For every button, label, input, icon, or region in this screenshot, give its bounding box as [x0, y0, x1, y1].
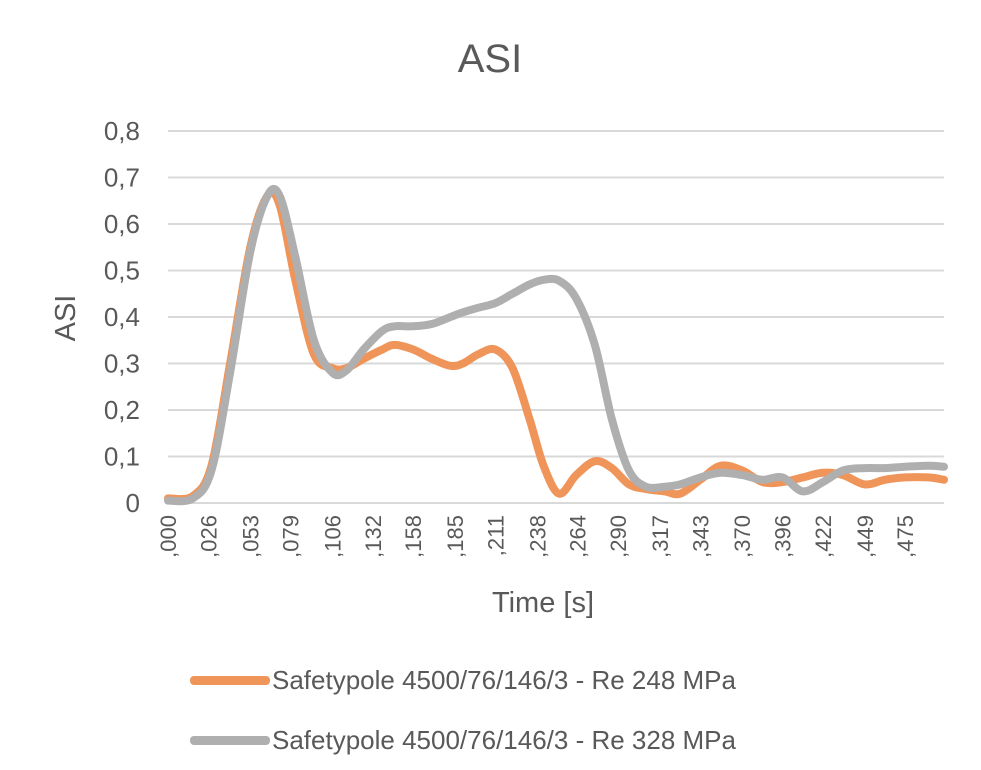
x-tick-label: ,132 — [361, 515, 386, 558]
x-tick-label: ,422 — [811, 515, 836, 558]
x-tick-label: ,158 — [401, 515, 426, 558]
x-tick-label: ,343 — [688, 515, 713, 558]
y-tick-label: 0,8 — [104, 116, 140, 146]
legend-swatch-re248 — [190, 675, 270, 685]
x-axis-label: Time [s] — [492, 587, 594, 619]
x-tick-labels: ,000 ,026 ,053 ,079 ,106 ,132 ,158 ,185 ,211 ,238… — [156, 515, 918, 558]
x-tick-label: ,396 — [771, 515, 796, 558]
series-lines — [164, 184, 948, 506]
y-tick-label: 0,6 — [104, 209, 140, 239]
x-tick-label: ,238 — [525, 515, 550, 558]
x-tick-label: ,370 — [730, 515, 755, 558]
legend-item-re248[interactable]: Safetypole 4500/76/146/3 - Re 248 MPa — [190, 650, 736, 710]
legend-label-re248: Safetypole 4500/76/146/3 - Re 248 MPa — [272, 664, 736, 695]
y-tick-label: 0 — [126, 488, 140, 518]
legend-item-re328[interactable]: Safetypole 4500/76/146/3 - Re 328 MPa — [190, 710, 736, 770]
y-tick-label: 0,2 — [104, 395, 140, 425]
y-tick-label: 0,3 — [104, 349, 140, 379]
x-tick-label: ,290 — [606, 515, 631, 558]
legend-swatch-re328 — [190, 735, 270, 745]
x-tick-label: ,185 — [443, 515, 468, 558]
series-line-re248 — [164, 188, 948, 504]
y-tick-label: 0,1 — [104, 442, 140, 472]
x-tick-label: ,317 — [648, 515, 673, 558]
x-tick-label: ,106 — [321, 515, 346, 558]
x-tick-label: ,026 — [196, 515, 221, 558]
legend: Safetypole 4500/76/146/3 - Re 248 MPa Sa… — [190, 650, 736, 770]
legend-label-re328: Safetypole 4500/76/146/3 - Re 328 MPa — [272, 724, 736, 755]
gridlines — [168, 130, 944, 504]
y-axis-label: ASI — [50, 295, 82, 342]
x-tick-label: ,264 — [566, 515, 591, 558]
chart-title: ASI — [458, 37, 522, 81]
x-tick-label: ,475 — [893, 515, 918, 558]
y-tick-label: 0,7 — [104, 163, 140, 193]
y-tick-label: 0,4 — [104, 302, 140, 332]
x-tick-label: ,000 — [156, 515, 181, 558]
y-tick-labels: 0 0,1 0,2 0,3 0,4 0,5 0,6 0,7 0,8 — [104, 116, 140, 518]
x-tick-label: ,053 — [238, 515, 263, 558]
x-tick-label: ,079 — [279, 515, 304, 558]
x-tick-label: ,449 — [853, 515, 878, 558]
series-line-re328 — [164, 184, 948, 506]
y-tick-label: 0,5 — [104, 256, 140, 286]
x-tick-label: ,211 — [483, 515, 508, 556]
